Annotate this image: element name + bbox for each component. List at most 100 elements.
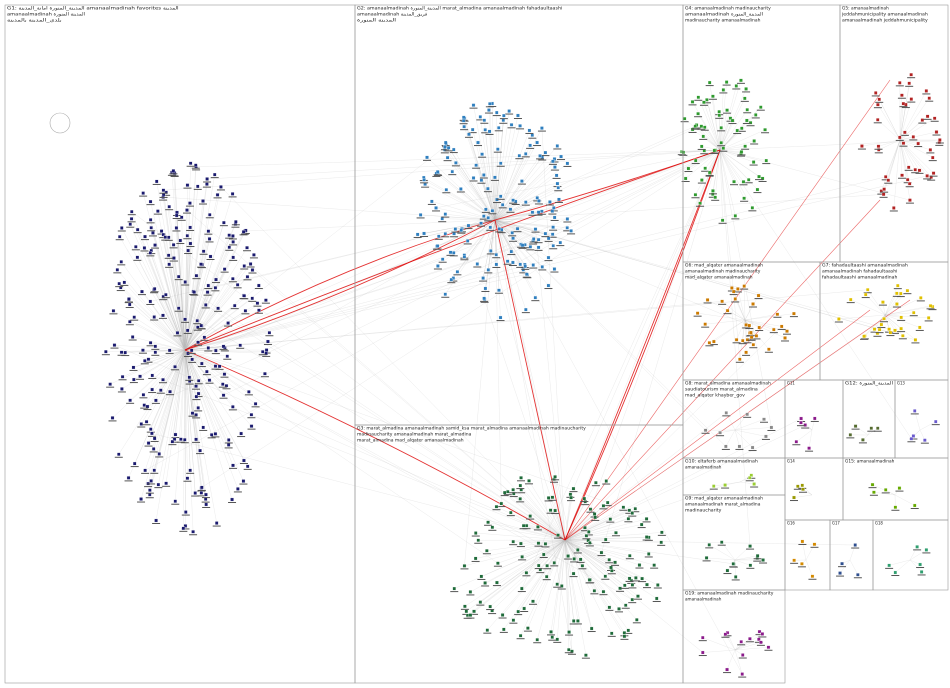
node-label [753,558,762,560]
node [717,109,721,114]
node-label [721,636,730,638]
node [541,552,546,557]
node [925,174,929,178]
node-label [543,568,552,570]
node-label [180,442,189,444]
node [194,437,198,442]
node [443,212,448,216]
edge [564,173,710,541]
edge [178,276,186,351]
edge [494,155,541,221]
edge [564,539,629,631]
node [913,167,917,172]
node [701,635,705,640]
node [135,255,140,260]
group-label: G19: amanaalmadinah madinaucharity [685,590,774,596]
edge [564,509,591,541]
node [895,291,899,296]
node-label [709,488,718,490]
node [682,116,687,121]
node-label [129,382,138,384]
node [267,330,272,335]
edge [131,211,186,351]
node-label [246,266,255,268]
node [553,475,557,479]
node-label [753,560,762,562]
node [130,209,134,214]
node-label [534,214,543,216]
node-label [857,148,866,150]
node-label [166,394,175,396]
node-label [879,196,888,198]
node [883,175,888,179]
node-label [185,379,194,381]
edge [117,269,186,351]
node [554,173,559,178]
edge [713,481,741,487]
edge [735,298,746,321]
edge [561,539,566,587]
edge [881,139,901,192]
node [476,538,481,543]
edge [184,274,527,351]
node [127,302,132,307]
node-label [137,501,146,503]
node-label [522,575,531,577]
edge [155,346,186,351]
node-label [477,578,486,580]
node [898,81,902,85]
node [917,168,922,173]
edge [184,349,242,434]
edge [184,322,229,351]
node-label [553,586,562,588]
node [772,327,776,332]
edge [121,261,186,351]
node-label [895,490,904,492]
node-label [247,428,256,430]
edge [143,349,186,395]
node [148,199,153,204]
node-label [710,153,719,155]
node [150,373,155,378]
node [527,128,532,133]
edge [899,95,903,141]
node-label [509,240,518,242]
node [938,138,942,142]
node-label [114,456,123,458]
node-label [798,543,807,545]
node-label [711,199,720,201]
edge [899,118,935,141]
node [206,229,211,233]
node [730,118,735,123]
node-label [743,342,752,344]
node-label [742,354,751,356]
node [201,249,206,254]
edge [725,429,736,447]
node-label [499,631,508,633]
node-label [188,415,197,417]
node [932,116,937,121]
node-label [158,317,167,319]
node [594,480,598,485]
node-label [423,159,432,161]
edge [129,304,186,351]
edge [564,539,630,556]
edge [719,98,745,151]
node-label [742,91,751,93]
edge [424,179,496,221]
node [559,154,563,159]
node-label [159,237,168,239]
node [486,186,490,191]
edge [709,544,736,561]
edge [184,349,224,396]
node-label [573,623,582,625]
node [494,252,498,257]
edge [153,349,186,449]
node-label [220,271,229,273]
node [206,283,211,288]
node-label [497,506,506,508]
node [260,349,265,354]
node [713,195,717,200]
node-label [173,335,182,337]
node-label [863,292,872,294]
